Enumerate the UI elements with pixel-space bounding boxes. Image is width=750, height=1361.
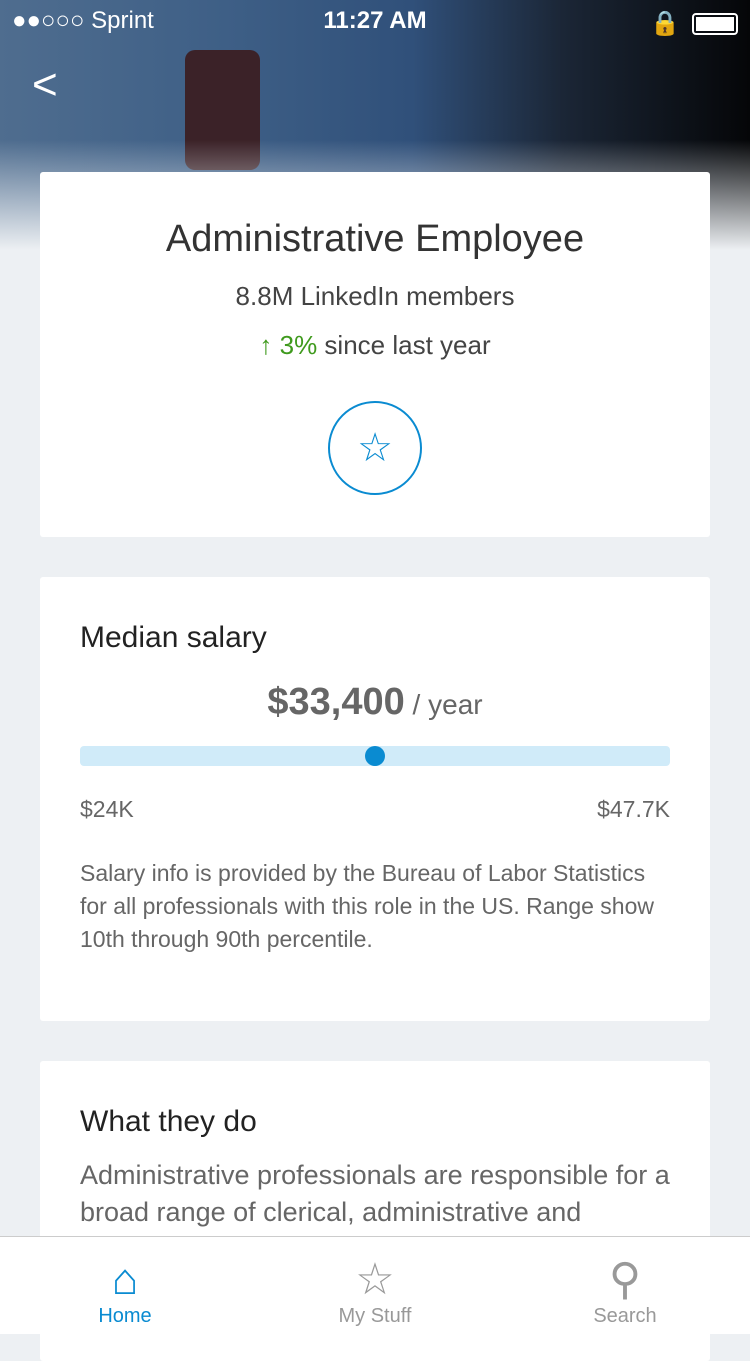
- rotation-lock-icon: 🔒: [650, 10, 680, 37]
- salary-range-bar: [80, 746, 670, 766]
- growth-text: since last year: [317, 330, 491, 360]
- salary-note: Salary info is provided by the Bureau of…: [80, 860, 655, 952]
- job-summary-card: Administrative Employee 8.8M LinkedIn me…: [40, 172, 710, 537]
- search-icon: ⚲: [608, 1255, 642, 1304]
- tab-bar: ⌂ Home ☆ My Stuff ⚲ Search: [0, 1236, 750, 1334]
- salary-value-row: $33,400 / year: [80, 681, 670, 724]
- battery-icon: [692, 12, 738, 35]
- growth-stat: ↑ 3% since last year: [40, 330, 710, 361]
- save-job-button[interactable]: ☆: [328, 401, 422, 495]
- tab-label: Search: [593, 1305, 657, 1327]
- tab-label: Home: [98, 1305, 152, 1327]
- salary-heading: Median salary: [80, 621, 267, 654]
- growth-value: 3%: [279, 330, 318, 360]
- carrier: ●●○○○ Sprint: [12, 7, 154, 34]
- range-min: $24K: [80, 796, 134, 822]
- tie-graphic: [185, 50, 260, 170]
- tab-home[interactable]: ⌂ Home: [0, 1237, 250, 1334]
- member-count: 8.8M LinkedIn members: [235, 281, 515, 311]
- home-icon: ⌂: [111, 1255, 139, 1304]
- about-text: Administrative professionals are respons…: [80, 1160, 670, 1227]
- clock: 11:27 AM: [323, 7, 427, 34]
- median-marker: [365, 746, 385, 766]
- arrow-up-icon: ↑: [259, 330, 273, 360]
- about-heading: What they do: [80, 1105, 257, 1138]
- salary-unit: / year: [404, 689, 483, 720]
- back-button[interactable]: <: [32, 60, 58, 110]
- tab-label: My Stuff: [338, 1305, 412, 1327]
- status-bar: ●●○○○ Sprint 11:27 AM 🔒: [0, 0, 750, 40]
- salary-value: $33,400: [267, 681, 405, 723]
- tab-search[interactable]: ⚲ Search: [500, 1237, 750, 1334]
- range-max: $47.7K: [597, 796, 670, 822]
- median-salary-card: Median salary $33,400 / year $24K $47.7K …: [40, 577, 710, 1021]
- chevron-left-icon: <: [32, 60, 58, 109]
- job-title: Administrative Employee: [165, 218, 585, 260]
- star-icon: ☆: [357, 426, 393, 470]
- star-icon: ☆: [355, 1255, 395, 1304]
- tab-my-stuff[interactable]: ☆ My Stuff: [250, 1237, 500, 1334]
